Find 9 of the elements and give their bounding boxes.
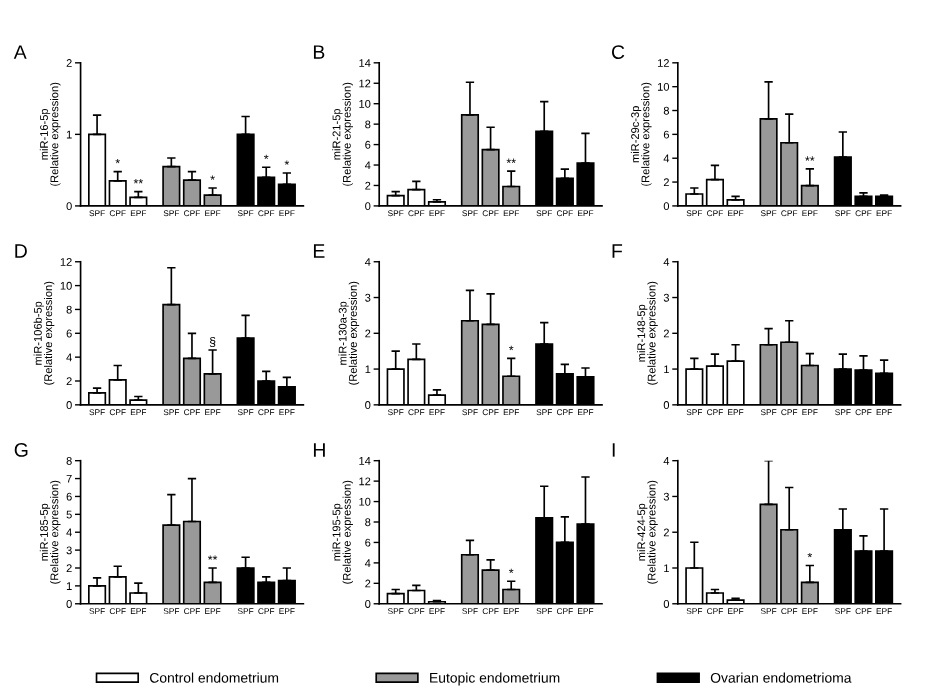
chart-title: A [13,45,27,59]
chart-title: B [313,45,325,59]
chart-title: D [15,244,27,258]
chart-title: H [313,443,325,457]
chart-title: I [612,443,615,457]
chart-title: C [611,45,625,59]
chart-title: G [14,443,28,457]
chart-title: F [612,244,623,258]
chart-title: E [313,244,325,258]
